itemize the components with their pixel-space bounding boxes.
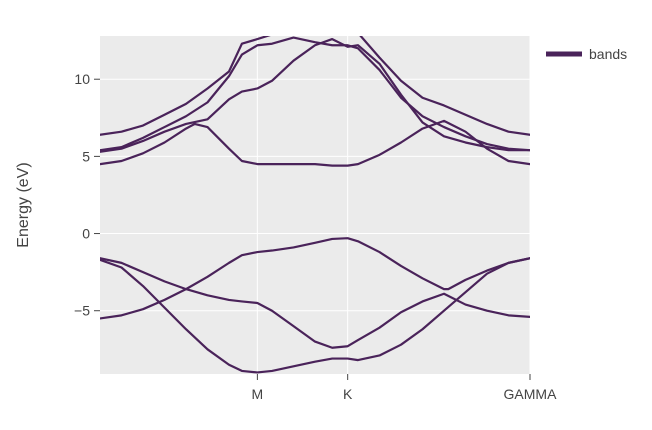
plot-background [100,36,530,374]
y-tick-label: −5 [74,303,90,319]
band-line-6 [100,36,530,152]
legend-label: bands [589,46,627,62]
x-tick-label: K [343,386,353,402]
band-line-3 [100,237,530,320]
y-tick-label: 5 [82,148,90,164]
band-line-2 [100,257,530,349]
band-line-4 [100,119,530,167]
grid-lines [100,36,531,374]
y-tick-label: 0 [82,226,90,242]
legend: bands [546,46,627,62]
band-line-7 [100,36,530,136]
y-axis-title: Energy (eV) [15,162,32,247]
y-tick-label: 10 [74,71,90,87]
band-line-5 [100,37,530,153]
axes: 10 5 0 −5 M K GAMMA [74,71,557,402]
x-tick-label: M [252,386,264,402]
band-lines [100,36,530,374]
band-line-1 [100,257,530,374]
x-tick-label: GAMMA [504,386,558,402]
